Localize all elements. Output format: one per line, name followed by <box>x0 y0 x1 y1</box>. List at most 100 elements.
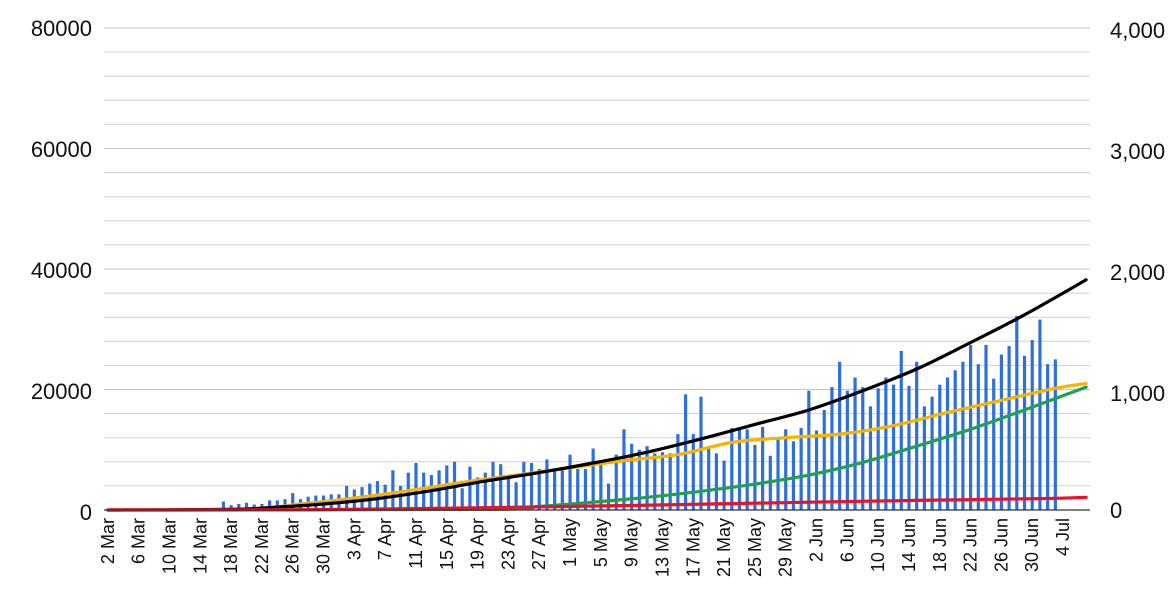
x-tick-label: 21 May <box>714 518 734 577</box>
bar <box>761 426 765 510</box>
bar <box>460 488 464 510</box>
bar <box>221 501 225 510</box>
bar <box>576 469 580 510</box>
bar <box>653 453 657 510</box>
x-tick-label: 22 Mar <box>252 518 272 574</box>
bar <box>468 466 472 510</box>
green-line <box>106 385 1088 512</box>
bar <box>637 449 641 510</box>
bar <box>753 444 757 510</box>
bar <box>961 361 965 510</box>
bar <box>714 453 718 510</box>
bar <box>791 441 796 510</box>
bar <box>506 477 511 510</box>
bar <box>583 469 588 510</box>
bar <box>537 469 541 510</box>
bar <box>899 350 903 510</box>
bar <box>614 454 618 510</box>
bar <box>1046 364 1050 510</box>
bar <box>807 390 811 510</box>
bar <box>776 437 780 510</box>
bar <box>237 503 241 510</box>
bar <box>622 429 626 510</box>
bar <box>1022 355 1027 510</box>
bar <box>553 469 557 510</box>
bar <box>830 387 834 510</box>
x-tick-label: 13 May <box>653 518 673 577</box>
right-tick-label: 1,000 <box>1110 381 1165 406</box>
bar <box>499 464 503 510</box>
x-tick-label: 9 May <box>622 518 642 567</box>
bar <box>429 475 433 510</box>
x-tick-label: 2 Mar <box>98 518 118 564</box>
bar <box>483 472 487 510</box>
x-tick-label: 29 May <box>776 518 796 577</box>
bar <box>876 388 880 510</box>
right-tick-label: 2,000 <box>1110 260 1165 285</box>
bar <box>953 370 957 510</box>
bar <box>784 429 788 510</box>
x-tick-label: 18 Jun <box>930 518 950 572</box>
x-tick-label: 3 Apr <box>344 518 364 560</box>
right-tick-label: 0 <box>1110 498 1122 523</box>
bar <box>845 390 849 510</box>
bar <box>529 463 534 510</box>
x-tick-label: 27 Apr <box>529 518 549 570</box>
bar <box>799 428 803 510</box>
bar <box>630 443 634 510</box>
bar <box>391 470 395 510</box>
bar <box>722 460 726 510</box>
bar <box>853 377 857 510</box>
bar <box>891 384 896 510</box>
bar <box>737 428 742 510</box>
bar <box>691 434 695 510</box>
right-tick-label: 4,000 <box>1110 18 1165 43</box>
x-tick-label: 17 May <box>683 518 703 577</box>
x-tick-label: 25 May <box>745 518 765 577</box>
x-tick-label: 6 Mar <box>129 518 149 564</box>
bar <box>414 463 418 510</box>
left-tick-label: 80000 <box>31 16 92 41</box>
bar <box>868 406 873 510</box>
bar <box>545 459 549 510</box>
x-tick-label: 10 Jun <box>868 518 888 572</box>
bar <box>984 344 988 510</box>
bar <box>884 377 888 510</box>
x-tick-label: 7 Apr <box>375 518 395 560</box>
bar <box>999 354 1004 510</box>
left-tick-label: 0 <box>80 500 92 525</box>
x-tick-label: 22 Jun <box>961 518 981 572</box>
x-tick-label: 26 Jun <box>991 518 1011 572</box>
bar <box>522 461 526 510</box>
bar <box>838 361 842 510</box>
bar <box>945 377 950 510</box>
bar <box>1007 346 1011 510</box>
bar <box>861 387 865 510</box>
bar <box>730 428 734 510</box>
x-axis: 2 Mar 6 Mar 10 Mar 14 Mar 18 Mar 22 Mar 26 Mar… <box>98 509 1090 577</box>
x-tick-label: 15 Apr <box>437 518 457 570</box>
bar <box>514 482 518 510</box>
yellow-line <box>106 381 1088 512</box>
x-tick-label: 1 May <box>560 518 580 567</box>
bar <box>930 396 934 510</box>
x-tick-label: 14 Mar <box>190 518 210 574</box>
x-tick-label: 2 Jun <box>807 518 827 562</box>
bar-series <box>221 315 1057 510</box>
bar <box>745 429 749 510</box>
right-axis: 4,000 3,000 2,000 1,000 0 <box>1110 18 1165 523</box>
x-tick-label: 5 May <box>591 518 611 567</box>
bar <box>1053 359 1057 510</box>
x-tick-label: 30 Mar <box>314 518 334 574</box>
bar <box>491 461 495 510</box>
x-tick-label: 18 Mar <box>221 518 241 574</box>
x-tick-label: 19 Apr <box>468 518 488 570</box>
left-tick-label: 40000 <box>31 258 92 283</box>
bar <box>938 384 942 510</box>
bar <box>268 500 272 510</box>
bar <box>568 454 572 510</box>
line-series-group <box>106 278 1088 512</box>
bar <box>660 452 665 510</box>
bar <box>645 446 649 510</box>
